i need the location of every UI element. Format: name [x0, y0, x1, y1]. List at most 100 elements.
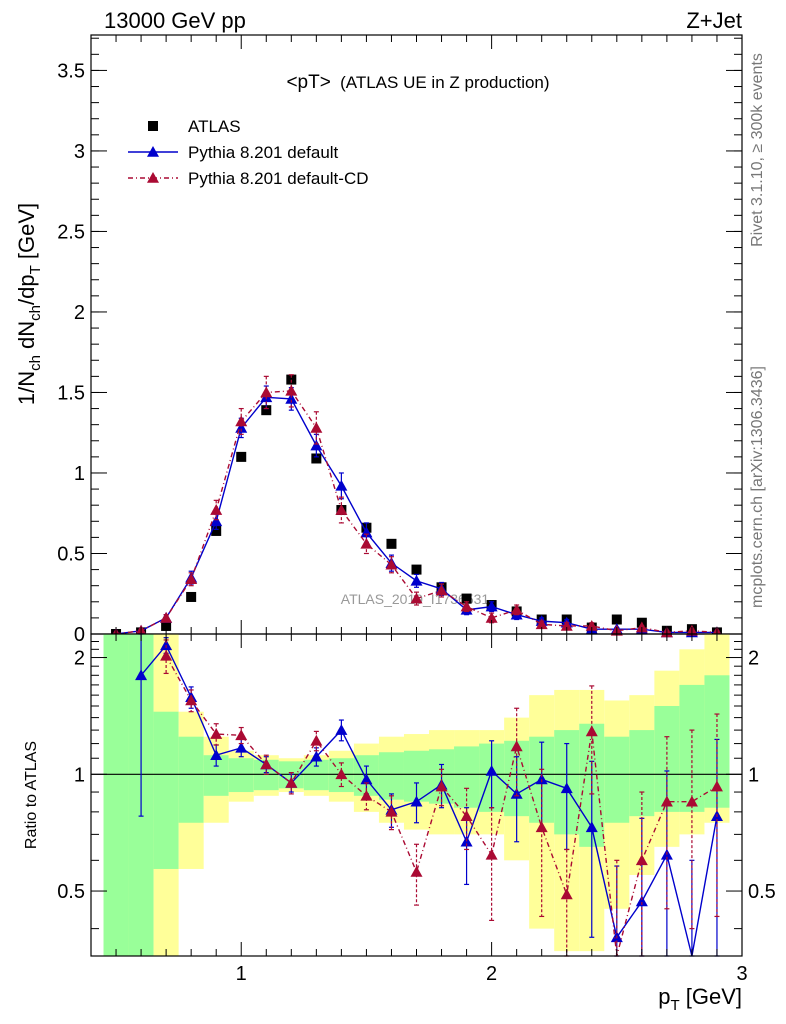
x-axis-label: pT [GeV] — [658, 984, 742, 1014]
main-series-0-point — [161, 620, 172, 631]
ratio-series-0-point — [310, 750, 323, 762]
ratio-series-1-point — [510, 740, 523, 752]
band-inner — [153, 711, 179, 869]
main-series-2-point — [635, 621, 648, 633]
ratio-series-1-point — [485, 848, 498, 860]
ratio-series-0-point — [635, 895, 648, 907]
main-series-2-point — [235, 415, 248, 427]
ratio-series-1-point — [435, 780, 448, 792]
ratio-y-tick-label-right: 1 — [748, 764, 759, 786]
band-inner — [454, 746, 480, 808]
main-series-2-point — [585, 619, 598, 631]
main-series-2-point — [360, 537, 373, 549]
ratio-series-0-point — [235, 741, 248, 753]
main-series-0-point — [261, 405, 272, 416]
main-series-0-point — [611, 614, 622, 625]
legend-marker-atlas — [148, 121, 158, 131]
ratio-series-1-point — [585, 725, 598, 737]
main-series-0-point — [211, 525, 222, 536]
ratio-ylabel: Ratio to ATLAS — [23, 741, 40, 849]
main-series-2-point — [485, 611, 498, 623]
main-series-2-point — [410, 592, 423, 604]
main-series-layer — [110, 374, 723, 639]
main-series-2-point — [185, 573, 198, 585]
band-inner — [178, 736, 204, 823]
main-series-2-point — [285, 384, 298, 396]
ratio-series-0-point — [585, 821, 598, 833]
band-inner — [228, 758, 254, 793]
ratio-y-tick-label: 1 — [74, 764, 85, 786]
main-series-2-point — [260, 386, 273, 398]
main-y-tick-label: 2 — [74, 302, 85, 324]
ratio-series-1-point — [685, 795, 698, 807]
chart-title-line: <pT> (ATLAS UE in Z production) — [286, 72, 549, 93]
ratio-y-tick-label: 2 — [74, 648, 85, 670]
header-left: 13000 GeV pp — [104, 8, 246, 33]
ratio-series-0-point — [210, 749, 223, 761]
ratio-series-0-point — [335, 724, 348, 735]
main-series-1-point — [410, 574, 423, 586]
ratio-series-1-point — [235, 729, 248, 741]
main-series-0-point — [311, 453, 322, 464]
main-series-1-point — [310, 439, 323, 451]
header-right: Z+Jet — [686, 8, 742, 33]
main-y-tick-label: 2.5 — [57, 221, 85, 243]
ratio-series-1-point — [260, 758, 273, 770]
ratio-series-1-point — [285, 776, 298, 788]
ratio-series-1-point — [185, 694, 198, 706]
main-y-tick-label: 3.5 — [57, 60, 85, 82]
main-series-2-point — [210, 504, 223, 515]
ratio-series-1-point — [635, 854, 648, 866]
main-series-2-point — [385, 558, 398, 570]
ratio-series-1-point — [710, 780, 723, 792]
rivet-label: Rivet 3.1.10, ≥ 300k events — [749, 53, 766, 247]
main-series-0-point — [236, 451, 247, 462]
main-series-0-point — [186, 591, 197, 602]
main-series-0-point — [461, 593, 472, 604]
band-inner — [103, 634, 129, 956]
band-inner — [629, 730, 655, 817]
ratio-series-1-point — [660, 795, 673, 807]
ratio-series-1-point — [310, 734, 323, 746]
legend-label-2: Pythia 8.201 default-CD — [188, 169, 369, 188]
legend: ATLAS Pythia 8.201 default Pythia 8.201 de… — [128, 117, 369, 188]
ratio-series-1-point — [460, 810, 473, 821]
band-inner — [604, 736, 630, 823]
main-series-2-point — [335, 504, 348, 515]
ratio-series-1-point — [335, 768, 348, 780]
ratio-series-layer — [135, 633, 723, 957]
legend-marker — [147, 146, 159, 157]
main-series-2-point — [510, 603, 523, 615]
main-y-tick-label: 1.5 — [57, 382, 85, 404]
main-series-2-point — [535, 618, 548, 630]
ratio-series-1-point — [385, 805, 398, 817]
main-series-1-point — [335, 479, 348, 491]
main-series-2-point — [435, 584, 448, 596]
ratio-series-0-point — [410, 795, 423, 807]
ratio-y-tick-label: 0.5 — [57, 881, 85, 903]
ratio-series-0-point — [360, 773, 373, 785]
ratio-series-0-point — [135, 669, 148, 681]
main-series-1-point — [485, 600, 498, 612]
ratio-series-0-point — [560, 782, 573, 794]
main-y-tick-label: 0.5 — [57, 543, 85, 565]
ratio-x-tick-label: 1 — [236, 963, 247, 985]
main-ylabel: 1/Nch dNch/dpT [GeV] — [14, 203, 44, 405]
ratio-ticks: 1 2 3 0.5 0.5 1 1 2 2 — [57, 634, 776, 985]
main-y-tick-label: 1 — [74, 463, 85, 485]
main-y-tick-label: 0 — [74, 624, 85, 646]
ratio-series-1-point — [535, 821, 548, 833]
main-series-2-point — [160, 611, 173, 623]
main-series-1-point — [360, 526, 373, 538]
main-series-2-point — [460, 600, 473, 612]
main-series-0-point — [411, 564, 422, 575]
legend-marker — [147, 172, 159, 183]
main-ticks: 0 0.5 1 1.5 2 2.5 3 3.5 — [57, 35, 743, 646]
main-series-0-point — [386, 538, 397, 549]
chart-title: <pT> — [286, 72, 330, 93]
ratio-y-tick-label-right: 2 — [748, 648, 759, 670]
main-y-tick-label: 3 — [74, 141, 85, 163]
ratio-series-1-point — [410, 865, 423, 877]
ratio-series-0-point — [160, 639, 173, 651]
